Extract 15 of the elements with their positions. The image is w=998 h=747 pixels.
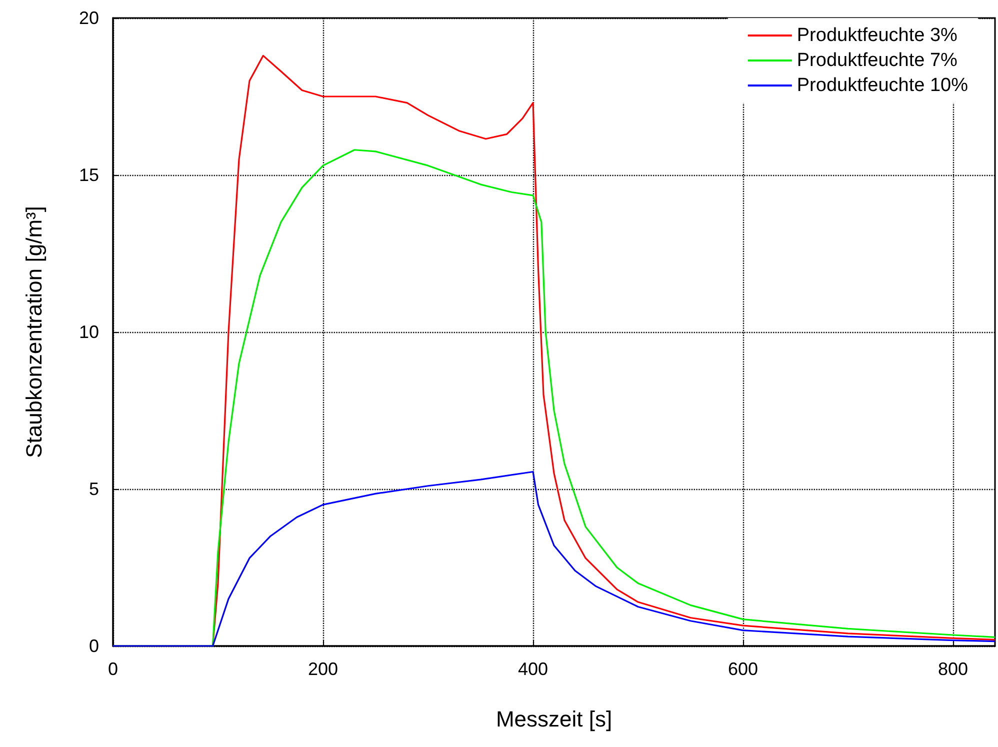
y-tick-label: 10 [78,322,99,342]
x-tick-label: 400 [518,659,548,679]
y-tick-label: 0 [88,636,99,656]
legend-label: Produktfeuchte 10% [796,75,968,96]
x-tick-label: 200 [308,659,338,679]
y-tick-label: 20 [78,8,99,28]
legend-label: Produktfeuchte 7% [796,50,958,71]
y-tick-label: 15 [78,165,99,185]
x-tick-label: 600 [728,659,758,679]
legend-label: Produktfeuchte 3% [796,25,958,46]
x-axis-title: Messzeit [s] [496,706,612,732]
x-tick-label: 800 [938,659,968,679]
y-axis-title: Staubkonzentration [g/m³] [22,206,46,458]
y-tick-label: 5 [88,479,99,499]
x-tick-label: 0 [108,659,118,679]
